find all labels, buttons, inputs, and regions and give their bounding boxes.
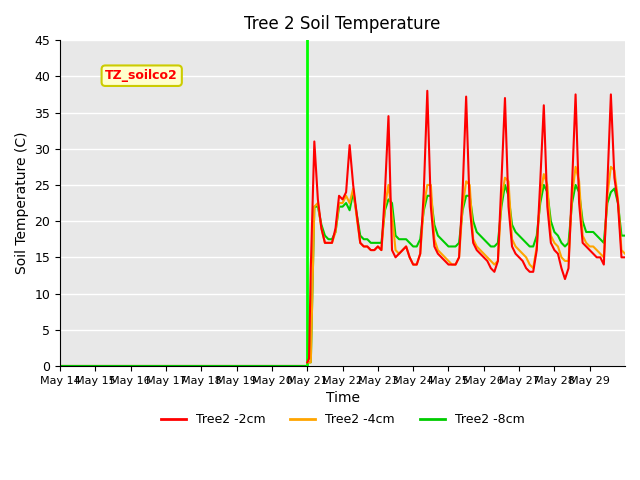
Tree2 -2cm xyxy=(494,258,502,264)
Tree2 -4cm xyxy=(536,193,544,199)
Y-axis label: Soil Temperature (C): Soil Temperature (C) xyxy=(15,132,29,274)
Tree2 -8cm xyxy=(561,243,569,249)
Tree2 -4cm xyxy=(568,193,576,199)
Tree2 -4cm xyxy=(303,360,311,365)
Tree2 -4cm xyxy=(557,254,565,260)
Tree2 -8cm xyxy=(303,360,311,365)
Tree2 -2cm xyxy=(572,92,579,97)
Tree2 -2cm xyxy=(303,360,311,365)
Tree2 -8cm xyxy=(557,240,565,246)
Tree2 -4cm xyxy=(490,262,498,267)
Tree2 -4cm xyxy=(621,251,629,257)
Text: TZ_soilco2: TZ_soilco2 xyxy=(106,69,178,82)
Tree2 -2cm xyxy=(540,102,548,108)
Line: Tree2 -8cm: Tree2 -8cm xyxy=(307,185,625,362)
Tree2 -2cm xyxy=(554,251,562,257)
Tree2 -2cm xyxy=(557,265,565,271)
Tree2 -8cm xyxy=(501,182,509,188)
Tree2 -8cm xyxy=(621,233,629,239)
Tree2 -8cm xyxy=(490,243,498,249)
Title: Tree 2 Soil Temperature: Tree 2 Soil Temperature xyxy=(244,15,441,33)
Tree2 -2cm xyxy=(621,254,629,260)
Tree2 -2cm xyxy=(424,88,431,94)
Tree2 -8cm xyxy=(572,182,579,188)
X-axis label: Time: Time xyxy=(326,391,360,405)
Legend: Tree2 -2cm, Tree2 -4cm, Tree2 -8cm: Tree2 -2cm, Tree2 -4cm, Tree2 -8cm xyxy=(156,408,529,432)
Line: Tree2 -4cm: Tree2 -4cm xyxy=(307,167,625,362)
Line: Tree2 -2cm: Tree2 -2cm xyxy=(307,91,625,362)
Tree2 -8cm xyxy=(554,233,562,239)
Tree2 -4cm xyxy=(550,240,558,246)
Tree2 -4cm xyxy=(554,243,562,249)
Tree2 -4cm xyxy=(572,164,579,170)
Tree2 -8cm xyxy=(540,182,548,188)
Tree2 -2cm xyxy=(561,276,569,282)
